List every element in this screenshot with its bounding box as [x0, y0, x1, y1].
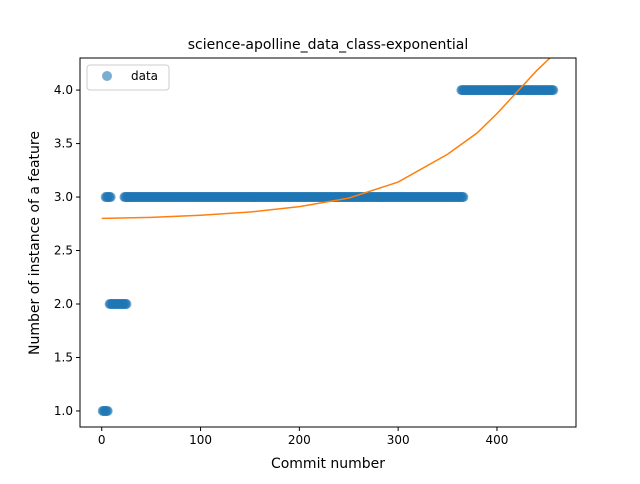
data-point — [105, 192, 116, 203]
data-points-layer — [97, 85, 559, 416]
chart-title: science-apolline_data_class-exponential — [188, 37, 469, 53]
y-axis-label: Number of instance of a feature — [27, 131, 43, 355]
legend-marker-data — [102, 71, 112, 81]
y-axis-ticks: 1.0 1.5 2.0 2.5 3.0 3.5 4.0 — [54, 83, 80, 418]
data-point — [458, 192, 469, 203]
legend: data — [86, 64, 170, 91]
y-tick-label: 3.0 — [54, 190, 73, 204]
exponential-fit-line — [101, 58, 551, 220]
data-point — [548, 85, 559, 96]
y-tick-label: 2.0 — [54, 297, 73, 311]
data-point — [102, 405, 113, 416]
x-tick-label: 200 — [288, 433, 311, 447]
x-axis-ticks: 0 100 200 300 400 — [98, 427, 508, 447]
legend-label-data: data — [131, 69, 158, 83]
y-tick-label: 1.0 — [54, 404, 73, 418]
x-tick-label: 400 — [486, 433, 509, 447]
x-tick-label: 100 — [189, 433, 212, 447]
x-tick-label: 300 — [387, 433, 410, 447]
x-tick-label: 0 — [98, 433, 106, 447]
plot-area-frame — [79, 57, 577, 428]
y-tick-label: 4.0 — [54, 83, 73, 97]
y-tick-label: 3.5 — [54, 137, 73, 151]
fit-line-layer — [101, 58, 551, 220]
x-axis-label: Commit number — [271, 456, 385, 472]
y-tick-label: 2.5 — [54, 244, 73, 258]
data-point — [121, 299, 132, 309]
y-tick-label: 1.5 — [54, 350, 73, 364]
